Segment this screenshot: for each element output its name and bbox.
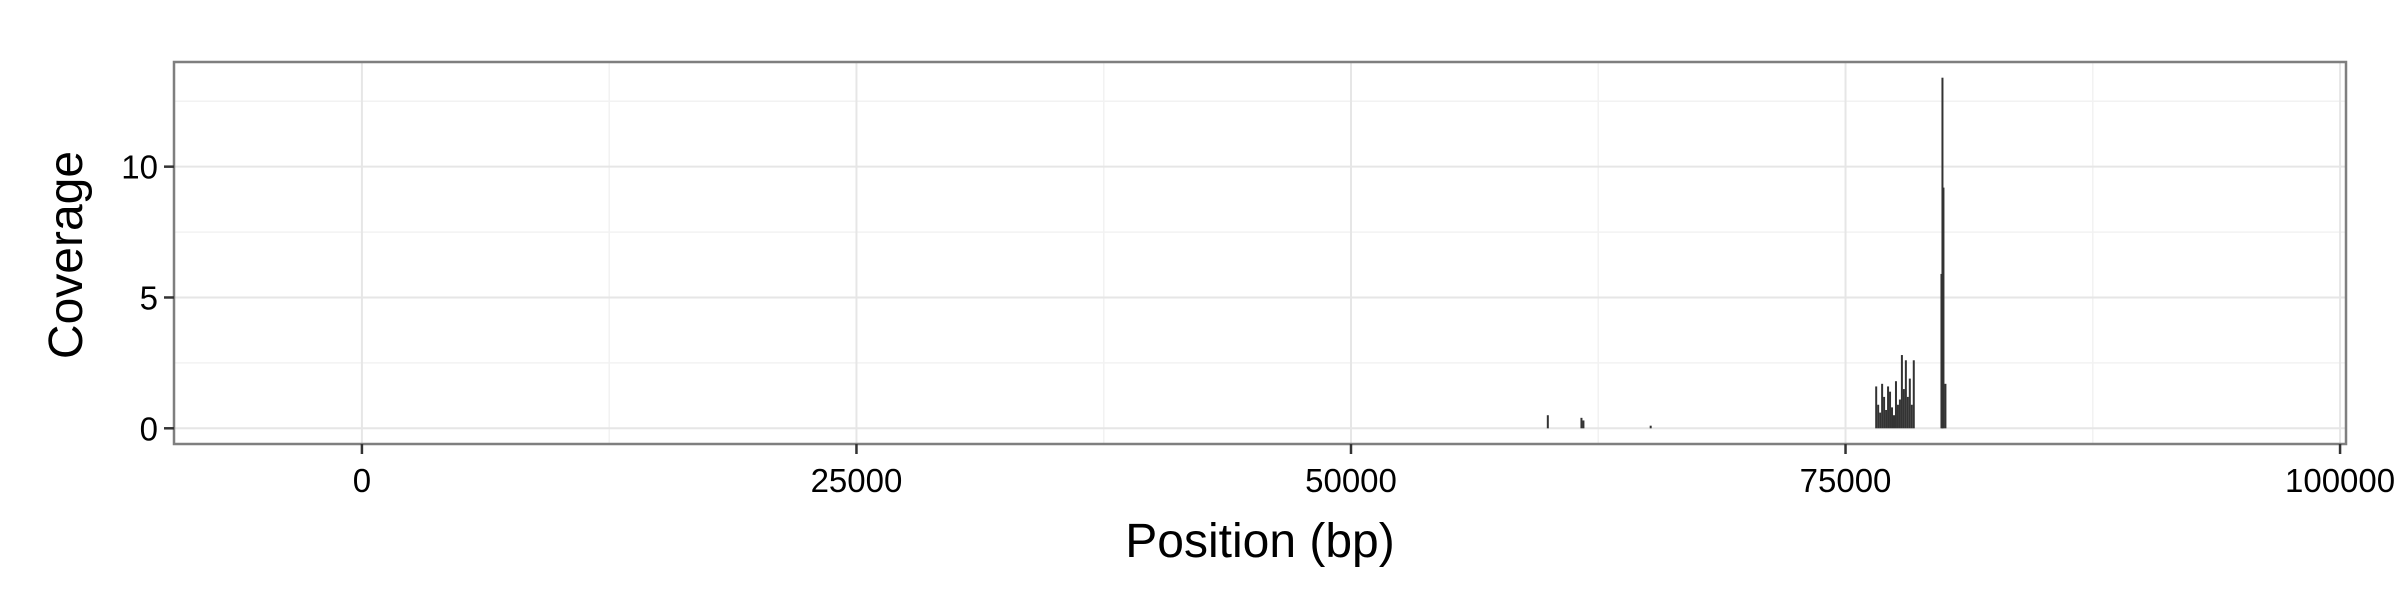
coverage-bar	[1940, 273, 1943, 429]
coverage-bar	[1546, 415, 1549, 429]
coverage-bar	[1879, 412, 1882, 429]
coverage-bar	[1904, 360, 1907, 429]
coverage-bar	[1942, 187, 1945, 429]
coverage-bar	[1910, 404, 1913, 429]
x-tick-label: 50000	[1305, 462, 1397, 499]
coverage-bar	[1902, 389, 1905, 429]
coverage-bars	[1546, 77, 1947, 429]
coverage-bar	[1889, 391, 1892, 429]
coverage-bar	[1912, 360, 1915, 429]
x-tick-label: 0	[353, 462, 371, 499]
grid-lines	[174, 62, 2346, 444]
coverage-bar	[1908, 378, 1911, 429]
coverage-bar	[1887, 386, 1890, 429]
coverage-bar	[1582, 420, 1585, 429]
y-tick-label: 0	[140, 410, 158, 447]
coverage-bar	[1875, 386, 1878, 429]
coverage-bar	[1580, 417, 1583, 429]
x-tick-label: 25000	[811, 462, 903, 499]
coverage-bar	[1906, 396, 1909, 429]
x-tick-label: 75000	[1800, 462, 1892, 499]
x-tick-label: 100000	[2285, 462, 2395, 499]
coverage-bar	[1881, 383, 1884, 429]
coverage-bar	[1900, 355, 1903, 429]
y-tick-label: 5	[140, 279, 158, 316]
coverage-bar	[1885, 409, 1888, 429]
coverage-bar	[1891, 407, 1894, 429]
coverage-bar	[1944, 383, 1947, 429]
coverage-bar	[1883, 396, 1886, 429]
x-axis-title: Position (bp)	[1125, 515, 1394, 568]
coverage-bar	[1649, 425, 1652, 429]
coverage-bar	[1898, 399, 1901, 429]
coverage-bar	[1877, 404, 1880, 429]
y-axis-title: Coverage	[40, 151, 93, 359]
axis-ticks: 0 25000 50000 75000 100000 0 5 10	[121, 149, 2395, 499]
y-tick-label: 10	[121, 149, 158, 186]
plot-panel-border	[172, 60, 2348, 446]
coverage-bar	[1894, 381, 1897, 429]
coverage-bar	[1896, 404, 1899, 429]
coverage-bar	[1892, 415, 1895, 429]
